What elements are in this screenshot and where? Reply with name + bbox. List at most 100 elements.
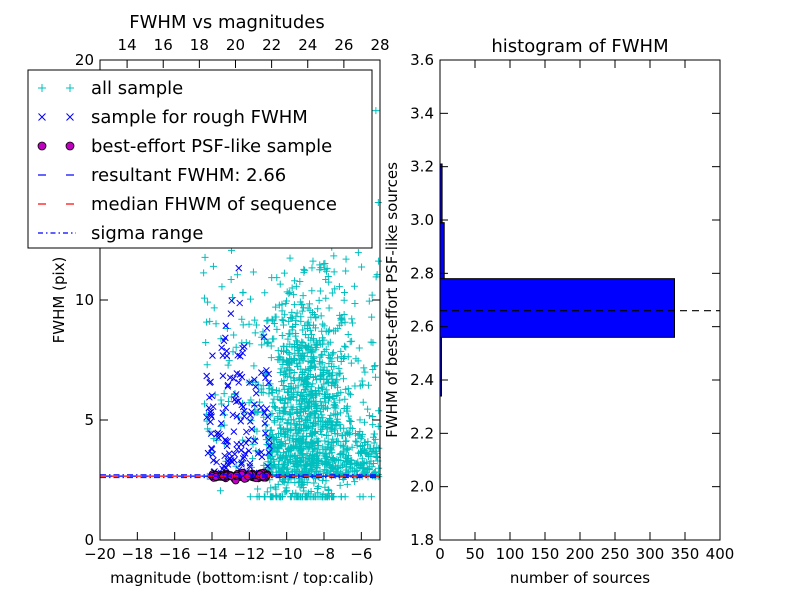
all-sample-point xyxy=(284,399,292,407)
all-sample-point xyxy=(370,459,378,467)
all-sample-point xyxy=(282,371,290,379)
all-sample-point xyxy=(321,493,329,501)
all-sample-point xyxy=(347,359,355,367)
x-tick-label: −14 xyxy=(196,545,228,563)
all-sample-point xyxy=(326,423,334,431)
all-sample-point xyxy=(330,395,338,403)
all-sample-point xyxy=(358,448,366,456)
all-sample-point xyxy=(232,343,240,351)
legend-entry: median FHWM of sequence xyxy=(38,194,337,215)
all-sample-point xyxy=(329,375,337,383)
all-sample-point xyxy=(281,430,289,438)
left-y-ticks: 0 5 10 20 xyxy=(75,51,380,549)
all-sample-point xyxy=(283,347,291,355)
all-sample-point xyxy=(286,355,294,363)
rough-sample-point xyxy=(221,334,229,342)
all-sample-point xyxy=(279,342,287,350)
all-sample-point xyxy=(328,350,336,358)
rough-sample-point xyxy=(246,379,253,387)
all-sample-point xyxy=(247,295,255,303)
rough-sample-point xyxy=(223,352,231,360)
all-sample-point xyxy=(318,431,326,439)
x-tick-label: −20 xyxy=(84,545,116,563)
y-tick-label: 3.4 xyxy=(410,104,434,122)
all-sample-point xyxy=(287,373,295,381)
all-sample-point xyxy=(281,395,289,403)
all-sample-point xyxy=(200,294,208,302)
rough-sample-point xyxy=(243,428,250,436)
all-sample-point xyxy=(302,439,310,447)
all-sample-point xyxy=(263,340,271,348)
all-sample-point xyxy=(328,427,336,435)
rough-sample-point xyxy=(227,310,235,317)
all-sample-point xyxy=(368,448,376,456)
all-sample-point xyxy=(269,463,277,471)
all-sample-point xyxy=(303,404,311,412)
all-sample-point xyxy=(269,399,277,407)
all-sample-point xyxy=(278,454,286,462)
all-sample-point xyxy=(285,436,293,444)
all-sample-point xyxy=(299,451,307,459)
all-sample-point xyxy=(318,417,326,425)
all-sample-point xyxy=(284,335,292,343)
legend-marker xyxy=(38,84,46,92)
all-sample-point xyxy=(335,283,343,291)
rough-sample-point xyxy=(203,413,211,421)
all-sample-point xyxy=(300,421,308,429)
all-sample-point xyxy=(351,478,359,486)
all-sample-point xyxy=(201,253,209,261)
rough-sample-point xyxy=(263,324,271,332)
rough-sample-point xyxy=(207,411,215,419)
rough-sample-point xyxy=(262,374,269,382)
all-sample-point xyxy=(348,443,356,451)
all-sample-point xyxy=(327,493,335,501)
all-sample-point xyxy=(287,410,295,418)
y-tick-label: 2.2 xyxy=(410,424,434,442)
all-sample-point xyxy=(280,404,288,412)
legend-entry: sigma range xyxy=(38,223,203,244)
x-tick-label: 300 xyxy=(636,545,665,563)
all-sample-point xyxy=(352,437,360,445)
all-sample-point xyxy=(320,363,328,371)
all-sample-point xyxy=(341,395,349,403)
all-sample-point xyxy=(329,435,337,443)
x-tick-label: 0 xyxy=(435,545,445,563)
all-sample-point xyxy=(358,377,366,385)
all-sample-point xyxy=(289,489,297,497)
all-sample-point xyxy=(324,370,332,378)
rough-sample-point xyxy=(236,352,244,360)
all-sample-point xyxy=(270,435,278,443)
y-tick-label: 3.2 xyxy=(410,158,434,176)
all-sample-point xyxy=(342,255,350,263)
all-sample-point xyxy=(263,317,271,325)
all-sample-point xyxy=(313,435,321,443)
all-sample-point xyxy=(282,455,290,463)
legend-label: resultant FWHM: 2.66 xyxy=(91,165,286,186)
all-sample-point xyxy=(272,404,280,412)
all-sample-point xyxy=(343,428,351,436)
all-sample-point xyxy=(278,307,286,315)
all-sample-point xyxy=(342,267,350,275)
all-sample-point xyxy=(291,277,299,285)
all-sample-point xyxy=(337,493,345,501)
all-sample-point xyxy=(335,370,343,378)
all-sample-point xyxy=(302,493,310,501)
all-sample-point xyxy=(278,332,286,340)
rough-sample-point xyxy=(265,436,273,444)
all-sample-point xyxy=(364,405,372,413)
y-tick-label: 10 xyxy=(75,291,94,309)
rough-sample-point xyxy=(229,411,237,419)
rough-sample-point xyxy=(246,418,254,425)
all-sample-point xyxy=(358,430,366,438)
all-sample-point xyxy=(318,327,326,335)
all-sample-point xyxy=(336,321,344,329)
all-sample-point xyxy=(279,449,287,457)
all-sample-point xyxy=(334,468,342,476)
all-sample-point xyxy=(278,300,286,308)
all-sample-point xyxy=(370,433,377,441)
all-sample-point xyxy=(305,390,313,398)
y-tick-label: 3.6 xyxy=(410,51,434,69)
all-sample-point xyxy=(266,493,274,501)
all-sample-point xyxy=(285,359,293,367)
all-sample-point xyxy=(280,376,288,384)
